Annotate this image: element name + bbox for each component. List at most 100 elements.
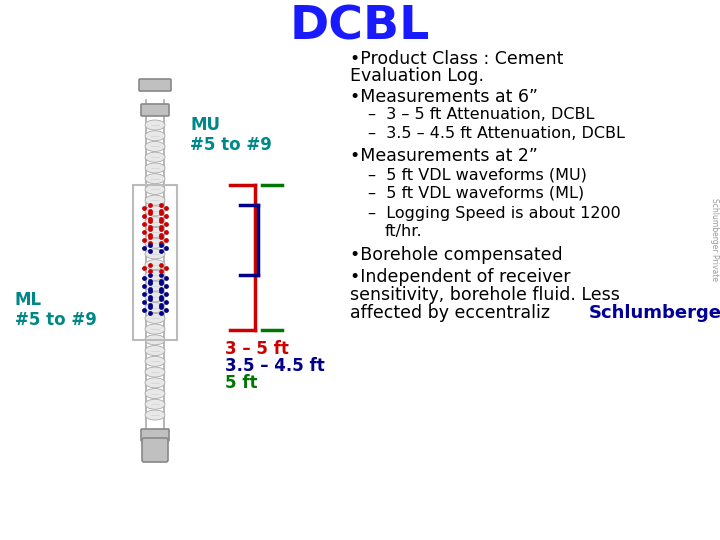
Point <box>138 244 150 252</box>
Point <box>161 298 172 306</box>
Point <box>144 294 156 303</box>
Text: ft/hr.: ft/hr. <box>385 224 423 239</box>
Point <box>144 240 156 249</box>
Ellipse shape <box>145 238 165 248</box>
Point <box>155 285 166 294</box>
Ellipse shape <box>145 346 165 355</box>
Ellipse shape <box>145 141 165 152</box>
FancyBboxPatch shape <box>141 429 169 441</box>
Point <box>138 274 150 282</box>
Point <box>144 208 156 217</box>
Point <box>155 232 166 241</box>
Ellipse shape <box>145 217 165 227</box>
Ellipse shape <box>145 174 165 184</box>
Point <box>155 277 166 286</box>
Text: 5 ft: 5 ft <box>225 374 258 392</box>
Point <box>144 301 156 310</box>
Point <box>138 204 150 212</box>
Point <box>138 264 150 272</box>
Ellipse shape <box>145 292 165 302</box>
Text: Schlumberger Private: Schlumberger Private <box>709 199 719 281</box>
Point <box>144 223 156 232</box>
Ellipse shape <box>145 410 165 420</box>
Text: ML
#5 to #9: ML #5 to #9 <box>15 291 97 329</box>
Text: •Borehole compensated: •Borehole compensated <box>350 246 562 264</box>
Ellipse shape <box>145 163 165 173</box>
Point <box>155 239 166 248</box>
Point <box>144 267 156 276</box>
Point <box>161 282 172 291</box>
Point <box>144 285 156 294</box>
Point <box>155 215 166 224</box>
Point <box>144 207 156 216</box>
Point <box>144 286 156 295</box>
Ellipse shape <box>145 313 165 323</box>
Point <box>155 286 166 295</box>
Point <box>144 216 156 225</box>
Text: 3.5 – 4.5 ft: 3.5 – 4.5 ft <box>225 357 325 375</box>
Point <box>144 260 156 269</box>
Ellipse shape <box>145 120 165 130</box>
Point <box>161 220 172 228</box>
Point <box>155 200 166 209</box>
Point <box>155 223 166 232</box>
Point <box>161 306 172 314</box>
Point <box>144 293 156 302</box>
Text: 3 – 5 ft: 3 – 5 ft <box>225 340 289 358</box>
Text: •Measurements at 2”: •Measurements at 2” <box>350 147 538 165</box>
Ellipse shape <box>145 281 165 291</box>
Ellipse shape <box>145 378 165 388</box>
Point <box>155 302 166 311</box>
Point <box>144 302 156 311</box>
Point <box>144 309 156 318</box>
Ellipse shape <box>145 249 165 259</box>
Point <box>155 208 166 217</box>
Point <box>155 294 166 303</box>
Point <box>144 232 156 241</box>
Point <box>155 224 166 233</box>
Point <box>155 293 166 302</box>
Ellipse shape <box>145 131 165 141</box>
Point <box>144 270 156 279</box>
Point <box>144 239 156 248</box>
Point <box>144 200 156 209</box>
Text: •Product Class : Cement: •Product Class : Cement <box>350 50 563 68</box>
Point <box>138 220 150 228</box>
Point <box>155 278 166 287</box>
Ellipse shape <box>145 302 165 313</box>
Point <box>138 212 150 220</box>
Text: –  3 – 5 ft Attenuation, DCBL: – 3 – 5 ft Attenuation, DCBL <box>368 107 595 122</box>
FancyBboxPatch shape <box>142 438 168 462</box>
Text: Evaluation Log.: Evaluation Log. <box>350 67 484 85</box>
Ellipse shape <box>145 367 165 377</box>
FancyBboxPatch shape <box>139 79 171 91</box>
Point <box>155 240 166 249</box>
Point <box>161 244 172 252</box>
Point <box>161 289 172 298</box>
Point <box>138 235 150 244</box>
Point <box>161 235 172 244</box>
Text: –  5 ft VDL waveforms (MU): – 5 ft VDL waveforms (MU) <box>368 167 587 182</box>
Ellipse shape <box>145 335 165 345</box>
Point <box>144 247 156 256</box>
Point <box>161 204 172 212</box>
Point <box>144 215 156 224</box>
Point <box>155 216 166 225</box>
Point <box>144 278 156 287</box>
Text: affected by eccentraliz: affected by eccentraliz <box>350 304 550 322</box>
Text: MU
#5 to #9: MU #5 to #9 <box>190 116 272 154</box>
Ellipse shape <box>145 195 165 205</box>
Point <box>138 282 150 291</box>
Point <box>161 274 172 282</box>
Text: –  Logging Speed is about 1200: – Logging Speed is about 1200 <box>368 206 621 221</box>
Point <box>161 228 172 237</box>
Point <box>161 212 172 220</box>
Ellipse shape <box>145 206 165 216</box>
Point <box>155 309 166 318</box>
FancyBboxPatch shape <box>141 104 169 116</box>
Text: sensitivity, borehole fluid. Less: sensitivity, borehole fluid. Less <box>350 286 620 304</box>
Ellipse shape <box>145 324 165 334</box>
Ellipse shape <box>145 271 165 280</box>
Point <box>144 277 156 286</box>
Point <box>144 231 156 240</box>
